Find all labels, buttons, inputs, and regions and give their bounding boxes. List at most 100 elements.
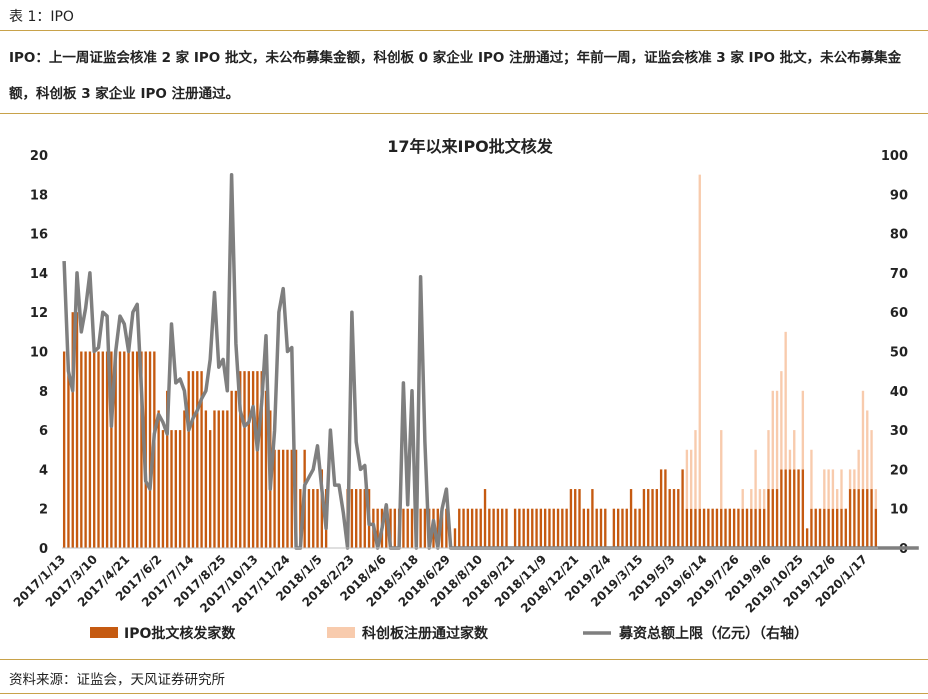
ipo-bar-47 [264,390,268,548]
ipo-bar-161 [754,508,757,548]
ipo-bar-152 [715,508,719,548]
ipo-bar-189 [874,508,878,548]
ipo-bar-160 [750,508,753,548]
ipo-bar-87 [436,508,439,548]
ipo-bar-141 [668,489,671,548]
star-bar-160 [750,489,753,509]
ipo-bar-80 [406,508,409,548]
ipo-bar-113 [548,508,551,548]
ipo-bar-32 [200,371,203,548]
y-left-tick-3: 6 [39,424,48,439]
ipo-bar-51 [281,449,285,548]
y-left-tick-10: 20 [30,149,48,164]
ipo-bar-183 [848,489,852,548]
ipo-bar-178 [827,508,830,548]
ipo-bar-10 [105,351,109,548]
ipo-bar-43 [247,371,251,548]
star-bar-174 [810,449,813,509]
ipo-bar-83 [419,508,422,548]
ipo-bar-165 [771,489,774,548]
ipo-bar-29 [187,371,190,548]
y-left-tick-6: 12 [30,306,48,321]
ipo-bar-52 [286,449,289,548]
ipo-bar-53 [290,449,293,548]
ipo-bar-2 [71,312,74,548]
ipo-bar-76 [389,508,392,548]
ipo-bar-20 [148,351,152,548]
star-bar-181 [840,469,843,509]
ipo-bar-181 [840,508,843,548]
ipo-bar-97 [479,508,482,548]
star-bar-167 [780,371,783,470]
ipo-bar-136 [647,489,650,548]
ipo-bar-164 [767,489,770,548]
ipo-bar-4 [80,351,83,548]
ipo-bar-162 [758,508,762,548]
y-right-tick-6: 60 [890,306,908,321]
star-bar-185 [857,449,860,490]
ipo-bar-42 [243,371,246,548]
ipo-bar-46 [260,371,263,548]
ipo-bar-50 [277,449,281,548]
ipo-bar-36 [217,410,220,548]
ipo-bar-170 [793,469,796,548]
ipo-bar-39 [230,390,233,548]
ipo-bar-3 [75,312,79,548]
summary-rule [0,113,928,114]
y-left-tick-0: 0 [39,542,48,557]
ipo-bar-57 [307,489,311,548]
ipo-bar-37 [221,410,225,548]
source-text: 资料来源：证监会，天风证券研究所 [9,672,225,688]
ipo-bar-151 [711,508,714,548]
y-right-tick-1: 10 [890,503,908,518]
ipo-bar-145 [685,508,689,548]
ipo-bar-132 [629,489,633,548]
ipo-bar-169 [788,469,792,548]
ipo-bar-31 [196,371,199,548]
ipo-bar-106 [518,508,521,548]
ipo-bar-9 [101,351,104,548]
star-bar-183 [848,469,852,490]
ipo-bar-111 [539,508,543,548]
ipo-bar-123 [591,489,594,548]
ipo-bar-18 [140,351,143,548]
ipo-bar-38 [226,410,229,548]
ipo-bar-34 [208,430,212,548]
star-bar-147 [694,430,697,509]
ipo-bar-174 [810,508,813,548]
ipo-bar-108 [526,508,530,548]
ipo-bar-24 [166,390,169,548]
y-left-tick-4: 8 [39,385,48,400]
star-bar-180 [836,489,839,509]
ipo-bar-124 [595,508,598,548]
ipo-bar-175 [814,508,817,548]
table-label: 表 1：IPO [9,9,74,25]
ipo-bar-0 [62,351,66,548]
legend-ipo-label: IPO批文核发家数 [124,625,236,642]
star-bar-161 [754,449,757,509]
ipo-bar-92 [458,508,461,548]
ipo-bar-77 [393,508,397,548]
ipo-bars [62,312,878,548]
ipo-bar-133 [634,508,637,548]
ipo-bar-5 [84,351,87,548]
left-axis-ticks: 0 2 4 6 8 10 12 14 16 18 20 [30,149,48,557]
star-bar-165 [771,390,774,490]
star-bar-162 [758,489,762,509]
ipo-bar-59 [316,489,319,548]
x-axis-ticks: 2017/1/132017/3/102017/4/212017/6/22017/… [11,552,870,615]
y-right-tick-2: 20 [890,463,908,478]
ipo-bar-73 [376,508,379,548]
star-bar-153 [720,430,723,509]
ipo-bar-14 [123,351,126,548]
ipo-bar-115 [556,508,560,548]
legend: IPO批文核发家数 科创板注册通过家数 募资总额上限（亿元）（右轴） [90,625,808,642]
star-bar-146 [689,449,693,509]
top-rule [0,30,928,31]
y-right-tick-3: 30 [890,424,908,439]
ipo-bar-168 [784,469,787,548]
ipo-bar-84 [423,508,427,548]
ipo-bar-41 [239,371,242,548]
source-rule [0,659,928,660]
